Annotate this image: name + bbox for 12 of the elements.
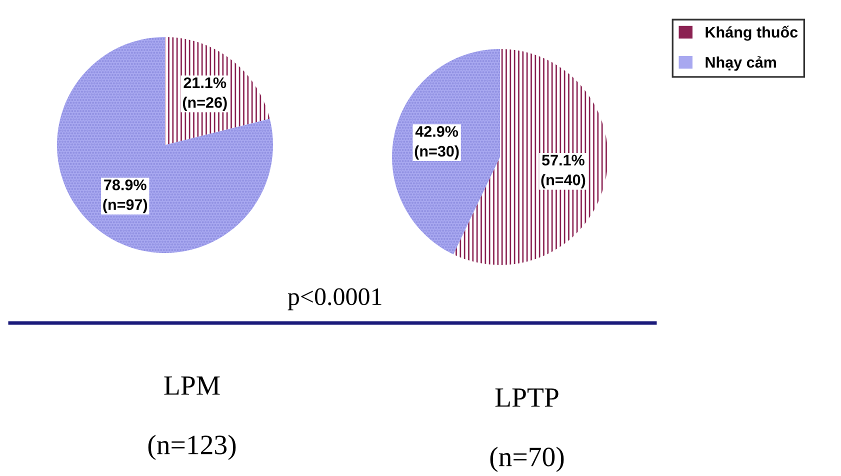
text: LPM (164, 376, 220, 395)
data-label: 78.9% (n=97) (103, 179, 148, 214)
data-label: 21.1% (n=26) (182, 77, 227, 111)
text: (n=70) (490, 446, 564, 472)
data-label: 57.1% (n=40) (541, 154, 586, 188)
text: (n=123) (148, 434, 236, 460)
pie-slice (392, 49, 500, 254)
data-label: 42.9% (n=30) (414, 126, 459, 160)
text: LPTP (495, 388, 558, 407)
text: p<0.0001 (288, 288, 382, 310)
legend-label: Nhạy cảm (706, 56, 776, 71)
legend-label: Kháng thuốc (706, 26, 798, 41)
